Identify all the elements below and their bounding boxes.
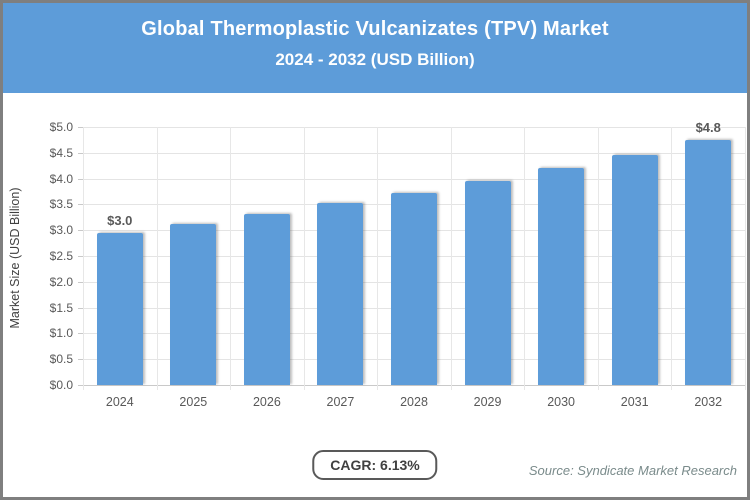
bar-2032 — [685, 139, 732, 385]
y-tick-mark — [78, 333, 83, 335]
x-gridline — [377, 127, 379, 390]
x-tick-label: 2032 — [694, 395, 723, 409]
bar-value-label: $4.8 — [695, 119, 721, 135]
x-gridline — [671, 127, 673, 390]
x-gridline — [83, 127, 84, 390]
chart-header: Global Thermoplastic Vulcanizates (TPV) … — [3, 3, 747, 93]
x-tick-label: 2025 — [179, 395, 208, 409]
cagr-badge: CAGR: 6.13% — [312, 450, 438, 480]
x-gridline — [524, 127, 526, 390]
x-tick-label: 2029 — [473, 395, 502, 409]
y-gridline — [83, 385, 745, 386]
x-gridline — [303, 127, 305, 390]
y-tick-mark — [78, 281, 83, 283]
plot-area: $5.0 $4.5 $4.0 $3.5 $3.0 $2.5 $2.0 $1.5 $1.0 $0.5… — [50, 120, 746, 409]
y-tick-mark — [78, 307, 83, 309]
bar-2029 — [464, 180, 511, 385]
bar-2024 — [96, 232, 143, 385]
y-gridline — [83, 178, 745, 180]
bar-2030 — [538, 167, 585, 385]
x-tick-label: 2024 — [105, 395, 134, 409]
x-gridline — [450, 127, 452, 390]
y-tick-mark — [78, 385, 83, 386]
bar-value-label: $3.0 — [107, 212, 133, 228]
y-tick-mark — [78, 230, 83, 232]
y-tick-mark — [78, 204, 83, 206]
chart-subtitle: 2024 - 2032 (USD Billion) — [275, 50, 475, 69]
y-tick-mark — [78, 359, 83, 361]
y-tick-label: $1.5 — [49, 300, 73, 315]
x-gridline — [156, 127, 158, 390]
y-tick-label: $1.0 — [49, 326, 73, 341]
y-tick-label: $4.5 — [49, 145, 73, 160]
y-gridline — [83, 127, 745, 128]
y-tick-label: $3.5 — [49, 197, 73, 212]
bar-2026 — [243, 214, 290, 385]
y-tick-label: $2.0 — [49, 274, 73, 289]
y-tick-label: $4.0 — [49, 171, 73, 186]
x-gridline — [597, 127, 599, 390]
x-tick-label: 2031 — [620, 395, 649, 409]
y-tick-label: $0.0 — [49, 378, 73, 392]
x-tick-label: 2026 — [252, 395, 281, 409]
y-gridline — [83, 152, 745, 154]
y-tick-mark — [78, 127, 83, 128]
y-tick-mark — [78, 178, 83, 180]
bar-2028 — [391, 192, 437, 385]
x-gridline — [230, 127, 232, 390]
x-gridline — [745, 127, 746, 390]
bar-2031 — [611, 154, 658, 385]
x-tick-label: 2028 — [400, 395, 428, 409]
chart-title: Global Thermoplastic Vulcanizates (TPV) … — [141, 18, 609, 40]
bar-2027 — [317, 203, 364, 385]
y-tick-mark — [78, 152, 83, 154]
bar-2025 — [170, 224, 217, 385]
x-tick-label: 2027 — [326, 395, 355, 409]
x-tick-label: 2030 — [547, 395, 576, 409]
y-tick-mark — [78, 256, 83, 257]
y-tick-label: $2.5 — [49, 249, 73, 263]
y-tick-label: $3.0 — [49, 223, 73, 238]
y-axis-title: Market Size (USD Billion) — [8, 187, 22, 329]
y-tick-label: $5.0 — [49, 120, 73, 134]
source-attribution: Source: Syndicate Market Research — [528, 463, 737, 478]
y-tick-label: $0.5 — [49, 352, 73, 367]
